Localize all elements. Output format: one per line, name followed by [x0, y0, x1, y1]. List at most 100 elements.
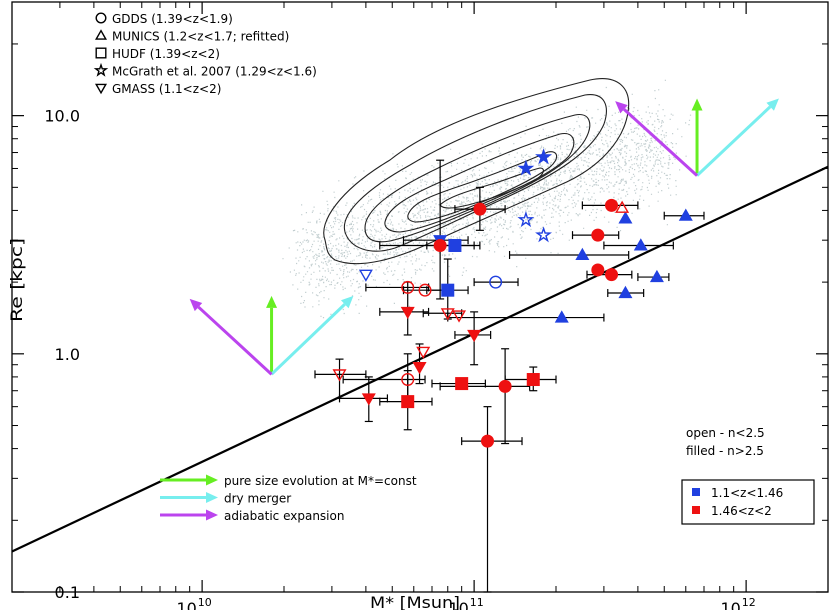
redshift-label-1: 1.1<z<1.46	[711, 486, 783, 500]
x-tick-exponent: 12	[742, 596, 756, 609]
arrow-1-merger-shaft	[270, 303, 346, 376]
redshift-swatch-1	[692, 488, 700, 496]
data-point-17-circle	[473, 202, 487, 216]
fill-note: open - n<2.5 filled - n>2.5	[686, 426, 765, 458]
contour-level-2	[343, 94, 607, 252]
contour-level-5	[407, 151, 558, 223]
data-point-2-triangle-down	[358, 269, 373, 282]
redshift-legend: 1.1<z<1.46 1.46<z<2	[681, 479, 815, 525]
evolution-arrows	[189, 98, 779, 376]
data-point-15-triangle-up	[618, 285, 633, 299]
data-point-29-triangle-down	[467, 329, 482, 343]
arrow-2-merger	[696, 98, 779, 177]
data-point-31-triangle-down	[412, 361, 427, 375]
fill-note-line-2: filled - n>2.5	[686, 444, 764, 458]
data-point-28-triangle-down	[452, 310, 467, 323]
legend-arrow-label-3: adiabatic expansion	[224, 509, 344, 523]
contour-level-1	[323, 78, 630, 265]
arrow-1-merger-head	[340, 295, 354, 309]
data-point-20-circle	[591, 228, 605, 242]
redshift-label-2: 1.46<z<2	[711, 504, 772, 518]
arrow-legend: pure size evolution at M*=const dry merge…	[160, 474, 417, 523]
y-tick-label-2: 1.0	[55, 345, 80, 364]
xerr-bar-16	[447, 313, 605, 322]
data-point-13-triangle-up	[633, 238, 648, 251]
legend-label-4: McGrath et al. 2007 (1.29<z<1.6)	[112, 65, 317, 79]
data-point-30-triangle-down	[416, 346, 431, 359]
arrow-2-size	[691, 98, 703, 176]
data-point-11-triangle-up	[678, 208, 693, 221]
legend-arrow-3	[160, 509, 218, 521]
data-point-38-circle	[498, 379, 512, 393]
data-point-32-triangle-down	[332, 369, 347, 382]
redshift-legend-box	[681, 479, 815, 525]
data-point-21-circle	[591, 263, 605, 277]
data-point-5-star	[517, 210, 535, 228]
xerr-bar-33	[342, 375, 426, 384]
y-tick-label-3: 10.0	[44, 107, 80, 126]
data-point-3-star	[517, 159, 535, 176]
legend-label-5: GMASS (1.1<z<2)	[112, 82, 221, 96]
y-tick-label-1: 0.1	[55, 583, 80, 602]
xerr-bar-7	[473, 278, 519, 287]
data-point-6-star	[535, 226, 553, 243]
cloud-dots	[282, 79, 692, 319]
x-tick-exponent: 11	[470, 596, 484, 609]
legend-arrow-3-head	[206, 509, 218, 521]
axes: 1010 1011 1012 0.1 1.0 10.0 M* [Msun] Re [kpc]	[7, 1, 829, 610]
data-point-27-triangle-down	[440, 308, 455, 321]
arrow-1-merger	[270, 295, 354, 376]
y-axis-title: Re [kpc]	[7, 238, 26, 322]
data-point-22-circle	[605, 268, 619, 282]
contour-level-4	[384, 132, 575, 233]
arrow-2-size-head	[691, 98, 703, 111]
data-point-4-star	[535, 148, 553, 165]
arrow-2-merger-head	[766, 98, 779, 111]
x-tick-label-1: 1010	[176, 596, 211, 610]
yerr-bar-38	[501, 348, 510, 445]
redshift-swatch-2	[692, 506, 700, 514]
x-tick-label-2: 1011	[448, 596, 483, 610]
arrow-1-size	[266, 295, 278, 375]
data-point-26-triangle-down	[400, 306, 415, 320]
sample-legend: GDDS (1.39<z<1.9) MUNICS (1.2<z<1.7; refi…	[93, 12, 317, 96]
legend-marker-square	[95, 47, 107, 59]
data-point-9-square	[448, 238, 462, 252]
legend-label-2: MUNICS (1.2<z<1.7; refitted)	[112, 30, 289, 44]
data-point-36-square	[455, 377, 469, 391]
data-point-34-triangle-down	[361, 393, 376, 406]
arrow-2-expansion-shaft	[623, 108, 699, 177]
legend-label-3: HUDF (1.39<z<2)	[112, 47, 220, 61]
legend-marker-circle	[95, 12, 107, 24]
contour-level-3	[364, 114, 591, 243]
data-point-33-circle	[401, 373, 415, 387]
legend-arrow-1	[160, 474, 218, 486]
data-point-23-circle	[433, 238, 447, 252]
density-contours	[323, 78, 630, 265]
data-point-14-triangle-up	[649, 269, 664, 283]
legend-arrow-2-head	[206, 492, 218, 503]
yerr-bar-39	[483, 406, 492, 593]
arrow-1-size-head	[266, 295, 278, 308]
plot-frame	[11, 1, 829, 593]
data-point-39-circle	[481, 434, 495, 448]
arrow-2-merger-shaft	[696, 105, 772, 177]
data-point-37-square	[526, 373, 540, 387]
yerr-bar-1	[436, 159, 445, 300]
x-axis-title: M* [Msun]	[370, 593, 460, 610]
arrow-1-expansion	[189, 298, 273, 376]
legend-label-1: GDDS (1.39<z<1.9)	[112, 12, 233, 26]
legend-arrow-1-head	[206, 474, 218, 486]
arrow-1-expansion-head	[189, 298, 203, 312]
arrow-2-expansion	[615, 101, 699, 177]
legend-arrow-label-2: dry merger	[224, 492, 291, 506]
legend-arrow-2	[160, 492, 218, 503]
data-point-19-triangle-up	[615, 200, 630, 213]
data-point-25-circle	[418, 283, 432, 297]
x-tick-label-3: 1012	[720, 596, 755, 610]
arrow-2-expansion-head	[615, 101, 628, 114]
legend-arrow-label-1: pure size evolution at M*=const	[224, 474, 417, 488]
data-point-18-circle	[605, 198, 619, 212]
data-point-12-triangle-up	[575, 247, 590, 261]
sdss-point-cloud	[282, 79, 692, 319]
